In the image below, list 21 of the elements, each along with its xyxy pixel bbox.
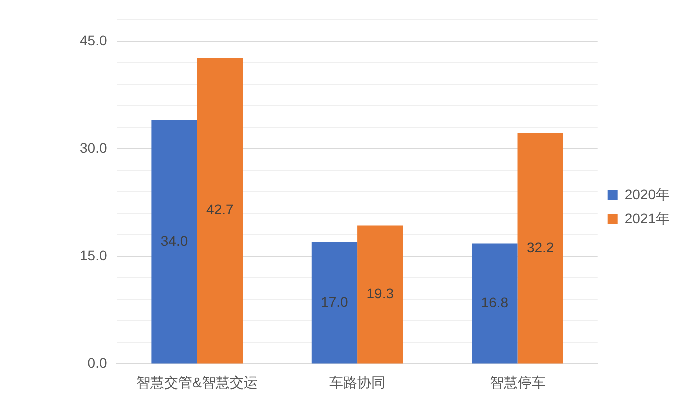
data-label: 32.2 [526, 239, 554, 256]
y-tick-label: 0.0 [88, 355, 108, 372]
bar [152, 120, 198, 364]
y-tick-label: 30.0 [80, 140, 108, 156]
data-label: 19.3 [366, 286, 394, 302]
x-tick-label: 车路协同 [330, 374, 386, 390]
x-tick-label: 智慧停车 [490, 374, 546, 390]
y-tick-label: 45.0 [80, 32, 108, 48]
data-label: 17.0 [321, 294, 349, 310]
x-tick-label: 智慧交管&智慧交运 [136, 374, 258, 390]
bar [472, 244, 518, 364]
data-label: 16.8 [481, 294, 509, 311]
legend-label: 2020年 [624, 186, 670, 202]
data-label: 34.0 [160, 232, 188, 249]
bar [358, 226, 404, 364]
y-tick-label: 15.0 [80, 247, 108, 264]
bar [518, 133, 564, 364]
bar [197, 58, 244, 364]
legend-label: 2021年 [624, 210, 670, 226]
bar [312, 242, 358, 364]
data-label: 42.7 [206, 202, 234, 218]
